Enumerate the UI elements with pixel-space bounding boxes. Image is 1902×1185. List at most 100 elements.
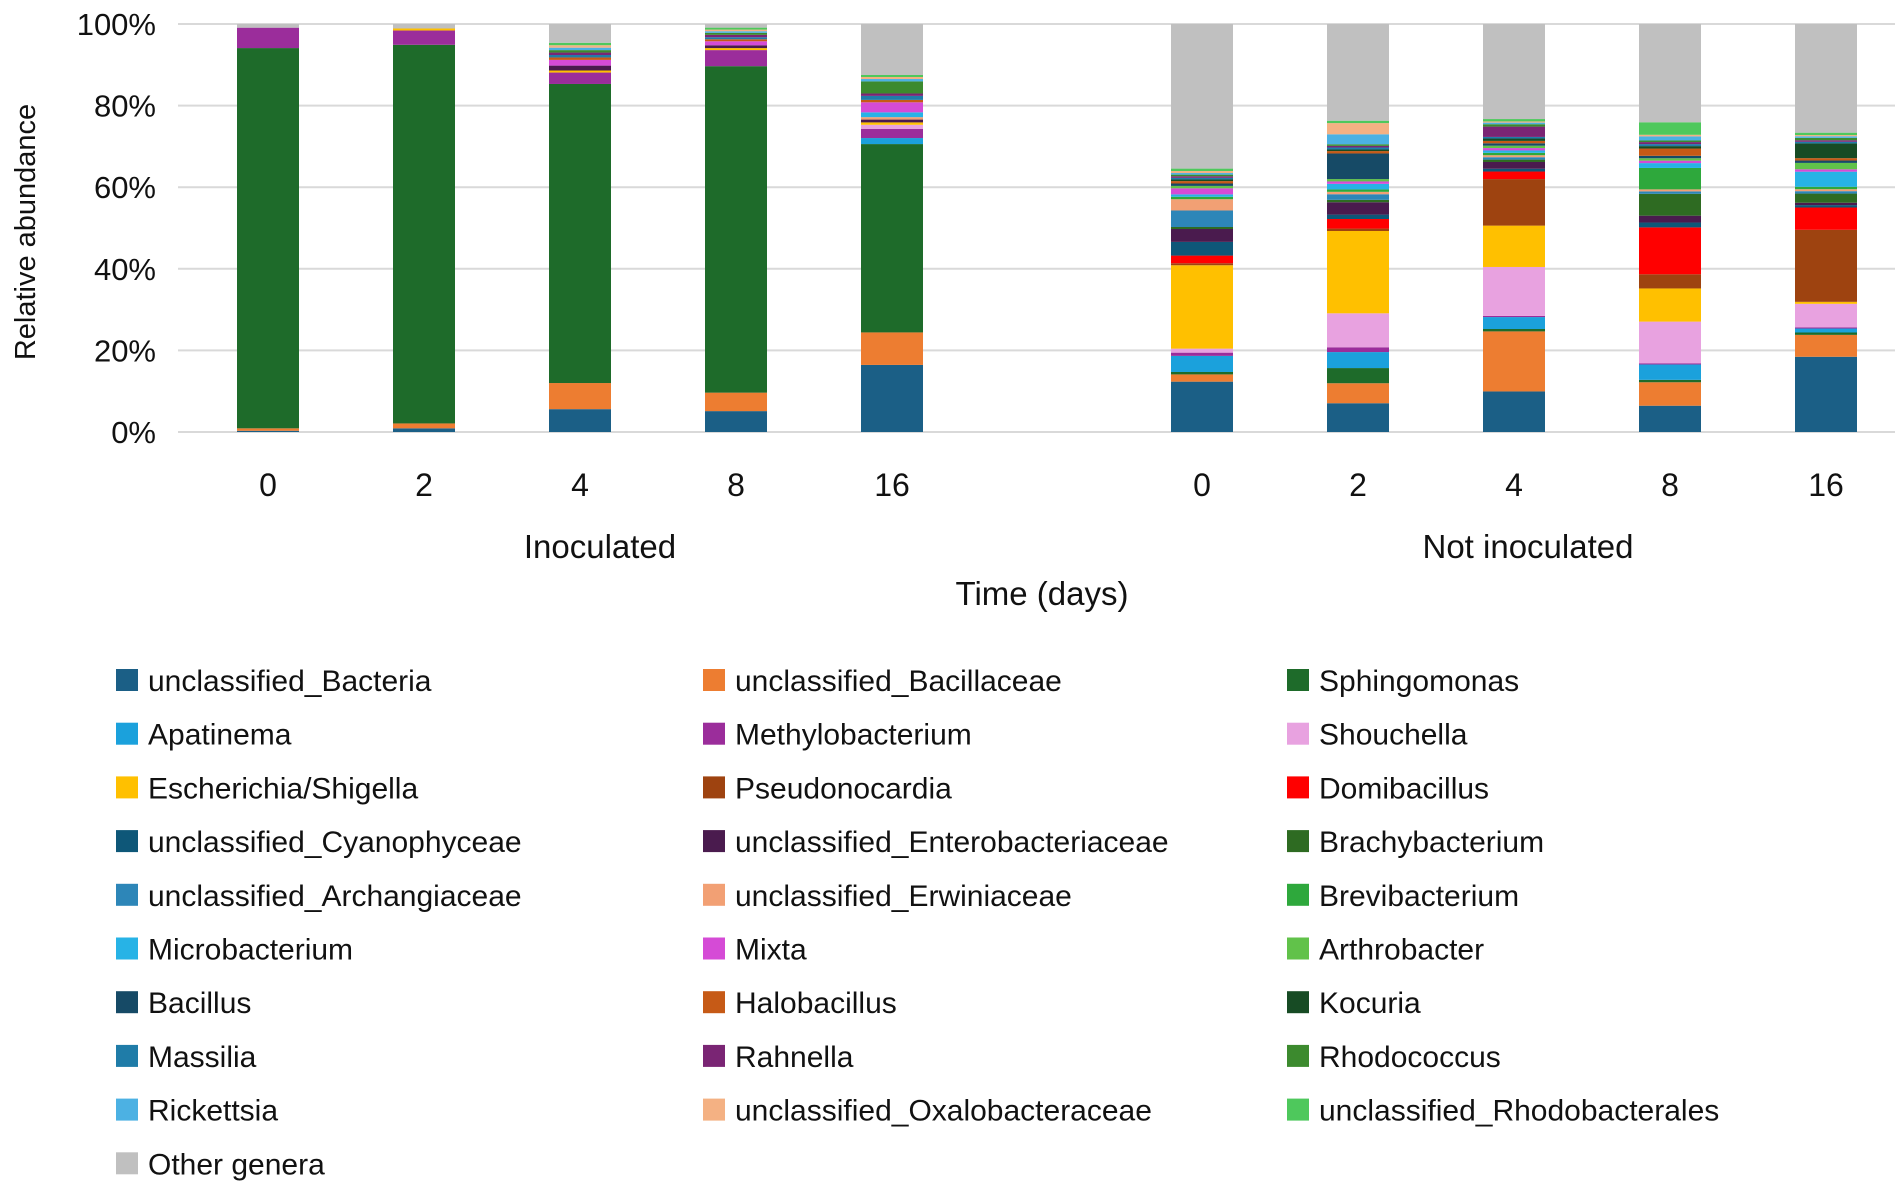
legend-label: Brevibacterium xyxy=(1319,880,1519,913)
legend-swatch xyxy=(1287,883,1309,906)
legend-swatch xyxy=(703,1098,725,1121)
bar-segment xyxy=(705,24,767,28)
bar-segment xyxy=(1327,144,1389,146)
bar-segment xyxy=(1171,185,1233,189)
bar-segment xyxy=(705,66,767,393)
bar-segment xyxy=(549,65,611,71)
bar-segment xyxy=(1171,181,1233,184)
bar-segment xyxy=(1795,24,1857,133)
bar-segment xyxy=(237,24,299,28)
bar-stack xyxy=(1483,24,1545,432)
bar-segment xyxy=(393,28,455,31)
bar-segment xyxy=(1639,148,1701,156)
legend-swatch xyxy=(703,991,725,1014)
bar-segment xyxy=(705,392,767,412)
bar-stack xyxy=(705,24,767,432)
y-tick-label: 100% xyxy=(77,7,156,42)
y-tick-label: 0% xyxy=(111,415,156,450)
bar-segment xyxy=(1483,148,1545,151)
bar-segment xyxy=(1639,364,1701,380)
bar-stack xyxy=(549,24,611,432)
bar-segment xyxy=(861,332,923,365)
bar-segment xyxy=(1483,171,1545,180)
bar-segment xyxy=(1327,179,1389,182)
bar-segment xyxy=(1171,352,1233,356)
bar-segment xyxy=(1639,227,1701,275)
bar-segment xyxy=(705,32,767,35)
bar-stack xyxy=(237,24,299,432)
bar-segment xyxy=(549,50,611,53)
legend-swatch xyxy=(116,1044,138,1067)
x-tick-label: 4 xyxy=(1505,467,1523,503)
bar-segment xyxy=(1327,230,1389,314)
bar-stack xyxy=(1795,24,1857,432)
bar-segment xyxy=(1171,24,1233,169)
bar-segment xyxy=(861,24,923,75)
bar-segment xyxy=(1639,193,1701,216)
bar-segment xyxy=(1795,160,1857,163)
legend-item: unclassified_Enterobacteriaceae xyxy=(703,826,1169,859)
bar-segment xyxy=(1639,122,1701,135)
legend-item: Bacillus xyxy=(116,987,251,1020)
legend-label: unclassified_Bacteria xyxy=(148,665,432,698)
bar-segment xyxy=(1171,210,1233,227)
bar-segment xyxy=(1639,274,1701,289)
bar-segment xyxy=(1795,136,1857,138)
bar-segment xyxy=(1483,266,1545,316)
bar-segment xyxy=(1171,255,1233,264)
bar-segment xyxy=(1171,226,1233,230)
legend-label: Microbacterium xyxy=(148,934,353,967)
bar-segment xyxy=(1795,141,1857,144)
bar-segment xyxy=(1171,196,1233,200)
bar-segment xyxy=(1483,315,1545,318)
legend-label: Halobacillus xyxy=(735,987,897,1020)
bar-segment xyxy=(1639,160,1701,164)
legend-label: Apatinema xyxy=(148,719,292,752)
bar-segment xyxy=(861,93,923,96)
bar-segment xyxy=(1639,158,1701,161)
bar-segment xyxy=(1171,179,1233,182)
bar-segment xyxy=(1327,383,1389,404)
bar-segment xyxy=(1795,332,1857,335)
bar-segment xyxy=(549,72,611,84)
x-axis-label: Time (days) xyxy=(956,575,1129,612)
bar-segment xyxy=(861,124,923,129)
legend-swatch xyxy=(116,991,138,1014)
legend-label: Brachybacterium xyxy=(1319,826,1544,859)
x-tick-label: 4 xyxy=(571,467,589,503)
bar-segment xyxy=(549,409,611,432)
bar-segment xyxy=(1483,122,1545,125)
bar-segment xyxy=(237,27,299,49)
bar-segment xyxy=(1171,168,1233,172)
bar-segment xyxy=(861,119,923,123)
bar-segment xyxy=(1639,222,1701,228)
legend-item: Brevibacterium xyxy=(1287,880,1519,913)
bar-segment xyxy=(1171,194,1233,197)
legend-item: Apatinema xyxy=(116,719,292,752)
bar-segment xyxy=(1327,191,1389,195)
bar-segment xyxy=(1483,24,1545,120)
legend-item: Domibacillus xyxy=(1287,772,1489,805)
bar-segment xyxy=(1483,150,1545,153)
bar-stack xyxy=(393,24,455,432)
legend-item: Sphingomonas xyxy=(1287,665,1519,698)
bar-segment xyxy=(1639,144,1701,147)
x-tick-label: 8 xyxy=(727,467,745,503)
bar-segment xyxy=(1795,202,1857,206)
bar-segment xyxy=(549,57,611,60)
bar-segment xyxy=(1327,183,1389,190)
bar-segment xyxy=(1639,363,1701,365)
x-tick-label: 8 xyxy=(1661,467,1679,503)
legend-swatch xyxy=(116,1098,138,1121)
bar-segment xyxy=(1795,327,1857,329)
x-tick-label: 2 xyxy=(415,467,433,503)
legend-swatch xyxy=(703,722,725,745)
legend-item: Rhodococcus xyxy=(1287,1041,1501,1074)
bar-segment xyxy=(1171,173,1233,175)
bar-segment xyxy=(1327,194,1389,200)
bar-segment xyxy=(1483,159,1545,162)
bar-segment xyxy=(705,48,767,51)
legend-label: unclassified_Archangiaceae xyxy=(148,880,522,913)
bar-segment xyxy=(1639,134,1701,137)
bar-segment xyxy=(1483,143,1545,146)
